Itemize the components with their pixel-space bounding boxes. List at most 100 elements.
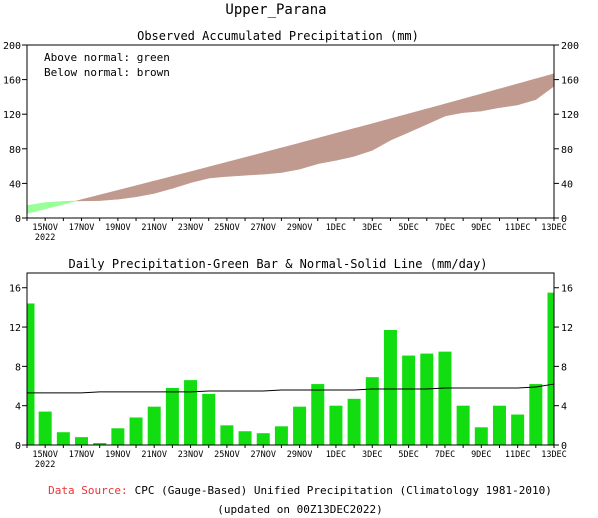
accumulated-band-segment-19-0 — [371, 118, 391, 151]
daily-ytick-label-right-1: 4 — [561, 402, 567, 413]
daily-bar-7DEC — [438, 351, 452, 445]
accumulated-ytick-label-left-3: 120 — [3, 110, 21, 121]
accumulated-band-segment-27-0 — [517, 78, 537, 106]
accumulated-xtick-label-2: 19NOV — [105, 223, 131, 233]
updated-note: (updated on 00Z13DEC2022) — [217, 503, 383, 516]
accumulated-band-segment-22-0 — [426, 103, 446, 125]
accumulated-band-segment-13-0 — [262, 147, 282, 175]
daily-year-label: 2022 — [35, 460, 55, 470]
accumulated-band-segment-5-0 — [117, 185, 137, 200]
accumulated-xtick-label-12: 9DEC — [471, 223, 491, 233]
accumulated-band-segment-2-0 — [63, 200, 77, 205]
accumulated-ytick-label-right-5: 200 — [561, 41, 579, 52]
daily-ytick-label-left-1: 4 — [15, 402, 21, 413]
daily-xtick-label-3: 21NOV — [141, 450, 167, 460]
daily-bar-8DEC — [456, 405, 470, 445]
daily-bar-24NOV — [202, 393, 216, 445]
daily-ytick-label-right-4: 16 — [561, 284, 573, 295]
data-source-line: Data Source: CPC (Gauge-Based) Unified Pr… — [48, 484, 552, 497]
daily-bar-4DEC — [383, 330, 397, 445]
accumulated-xtick-label-11: 7DEC — [435, 223, 455, 233]
daily-xtick-label-12: 9DEC — [471, 450, 491, 460]
daily-bar-11DEC — [511, 414, 525, 445]
daily-bar-10DEC — [492, 405, 506, 445]
accumulated-band-segment-16-0 — [317, 133, 337, 165]
accumulated-band-segment-4-0 — [99, 190, 119, 201]
daily-bar-1DEC — [329, 405, 343, 445]
daily-xtick-label-0: 15NOV — [32, 450, 58, 460]
daily-frame — [26, 272, 555, 446]
daily-bar-29NOV — [293, 406, 307, 445]
daily-bar-6DEC — [420, 353, 434, 445]
accumulated-ytick-label-right-3: 120 — [561, 110, 579, 121]
accumulated-ytick-label-left-0: 0 — [15, 214, 21, 225]
accumulated-xtick-label-14: 13DEC — [541, 223, 567, 233]
accumulated-band-segment-25-0 — [481, 88, 500, 112]
accumulated-ytick-label-left-5: 200 — [3, 41, 21, 52]
accumulated-ytick-label-left-4: 160 — [3, 76, 21, 87]
data-source-text: CPC (Gauge-Based) Unified Precipitation … — [135, 484, 552, 497]
accumulated-xtick-label-8: 1DEC — [326, 223, 346, 233]
accumulated-xtick-label-9: 3DEC — [362, 223, 382, 233]
daily-chart-title: Daily Precipitation-Green Bar & Normal-S… — [68, 257, 487, 271]
accumulated-band-segment-8-0 — [172, 171, 191, 189]
daily-plot-area: 0 0 4 4 8 8 12 12 16 16 15NOV 17NOV 19NOV 21NOV 23NOV 2… — [9, 272, 573, 470]
legend-below-normal: Below normal: brown — [44, 66, 170, 79]
accumulated-band-segment-7-0 — [153, 176, 173, 194]
daily-bar-25NOV — [220, 425, 234, 445]
accumulated-xtick-label-6: 27NOV — [250, 223, 276, 233]
accumulated-band-segment-2-1 — [76, 199, 82, 202]
daily-bar-28NOV — [274, 426, 288, 445]
accumulated-band-segment-24-0 — [462, 93, 482, 113]
accumulated-band-segment-6-0 — [135, 180, 155, 198]
accumulated-band-segment-28-0 — [535, 73, 555, 101]
daily-ytick-label-left-0: 0 — [15, 441, 21, 452]
daily-bar-22NOV — [165, 387, 179, 445]
accumulated-band-segment-3-0 — [81, 194, 100, 202]
accumulated-band-segment-17-0 — [335, 128, 355, 161]
accumulated-band-segment-23-0 — [444, 98, 464, 117]
daily-xtick-label-8: 1DEC — [326, 450, 346, 460]
daily-xtick-label-14: 13DEC — [541, 450, 567, 460]
daily-ytick-label-right-2: 8 — [561, 362, 567, 373]
data-source-label: Data Source: — [48, 484, 127, 497]
accumulated-band-segment-10-0 — [208, 161, 228, 179]
accumulated-band-segment-26-0 — [499, 83, 518, 108]
daily-ytick-label-left-3: 12 — [9, 323, 21, 334]
daily-bar-5DEC — [402, 355, 416, 445]
accumulated-ytick-label-right-1: 40 — [561, 179, 573, 190]
accumulated-band-segment-18-0 — [353, 123, 373, 157]
daily-bar-30NOV — [311, 384, 325, 445]
accumulated-band-segment-12-0 — [244, 152, 264, 176]
daily-xtick-label-5: 25NOV — [214, 450, 240, 460]
daily-ytick-label-left-2: 8 — [15, 362, 21, 373]
accumulated-band-segment-0-0 — [26, 202, 46, 214]
daily-bar-21NOV — [147, 406, 161, 445]
accumulated-ytick-label-right-2: 80 — [561, 145, 573, 156]
daily-bar-14NOV — [27, 303, 35, 445]
accumulated-xtick-label-3: 21NOV — [141, 223, 167, 233]
daily-bar-15NOV — [38, 411, 52, 445]
accumulated-chart-title: Observed Accumulated Precipitation (mm) — [137, 29, 419, 43]
daily-xtick-label-11: 7DEC — [435, 450, 455, 460]
daily-ytick-label-left-4: 16 — [9, 284, 21, 295]
accumulated-band-segment-21-0 — [408, 108, 428, 133]
accumulated-xtick-label-10: 5DEC — [398, 223, 418, 233]
accumulated-xtick-label-0: 15NOV — [32, 223, 58, 233]
figure-title: Upper_Parana — [225, 2, 326, 18]
daily-bar-19NOV — [111, 428, 125, 445]
daily-ytick-label-right-3: 12 — [561, 323, 573, 334]
accumulated-frame — [26, 44, 555, 219]
daily-xtick-label-6: 27NOV — [250, 450, 276, 460]
daily-xtick-label-10: 5DEC — [398, 450, 418, 460]
accumulated-xtick-label-13: 11DEC — [505, 223, 531, 233]
daily-bar-9DEC — [474, 427, 488, 445]
daily-ytick-label-right-0: 0 — [561, 441, 567, 452]
accumulated-band-segment-1-0 — [44, 201, 64, 210]
daily-xtick-label-7: 29NOV — [287, 450, 313, 460]
accumulated-xtick-label-1: 17NOV — [69, 223, 95, 233]
daily-bar-12DEC — [529, 384, 543, 445]
accumulated-band-segment-20-0 — [390, 113, 409, 141]
daily-bar-20NOV — [129, 417, 143, 445]
accumulated-band-segment-9-0 — [190, 166, 210, 184]
